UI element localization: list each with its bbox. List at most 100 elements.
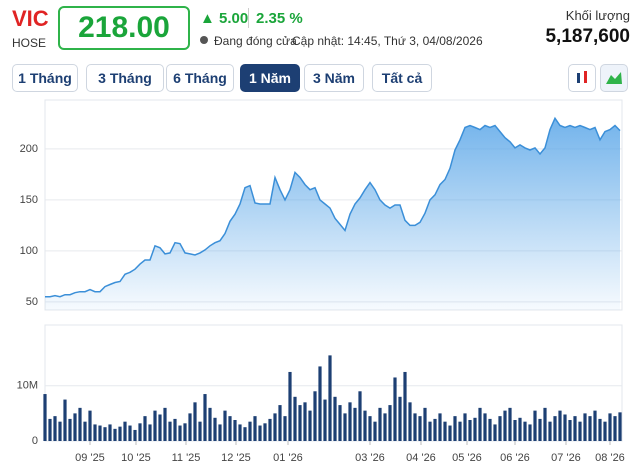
volume-bar bbox=[548, 421, 552, 441]
volume-label: Khối lượng bbox=[565, 8, 630, 23]
symbol: VIC bbox=[12, 6, 49, 31]
volume-bar bbox=[98, 425, 102, 441]
volume-bar bbox=[473, 417, 477, 441]
volume-bar bbox=[138, 423, 142, 441]
volume-bar bbox=[233, 420, 237, 441]
volume-bar bbox=[438, 413, 442, 441]
volume-bar bbox=[263, 423, 267, 441]
exchange: HOSE bbox=[12, 36, 47, 50]
volume-bar bbox=[408, 402, 412, 441]
change-pct: 2.35 % bbox=[256, 10, 303, 27]
status-dot bbox=[200, 36, 208, 44]
y-tick-label: 150 bbox=[20, 194, 38, 206]
range-button[interactable]: 1 Năm bbox=[240, 64, 300, 92]
volume-bar bbox=[398, 396, 402, 441]
volume-bar bbox=[493, 424, 497, 441]
x-tick-label: 04 '26 bbox=[406, 452, 436, 464]
volume-bar bbox=[288, 371, 292, 441]
status: Đang đóng cửa bbox=[214, 34, 297, 48]
volume-bar bbox=[328, 355, 332, 441]
y-tick-label: 10M bbox=[17, 380, 38, 392]
volume-bar bbox=[298, 405, 302, 441]
volume-bar bbox=[278, 405, 282, 441]
volume-bar bbox=[583, 413, 587, 441]
volume-bar bbox=[318, 366, 322, 441]
volume-bar bbox=[208, 407, 212, 441]
volume-bar bbox=[538, 418, 542, 441]
volume-bar bbox=[443, 421, 447, 441]
x-tick-label: 05 '26 bbox=[452, 452, 482, 464]
volume-bar bbox=[458, 421, 462, 441]
volume-bar bbox=[578, 421, 582, 441]
x-tick-label: 03 '26 bbox=[355, 452, 385, 464]
x-tick-label: 07 '26 bbox=[551, 452, 581, 464]
range-button[interactable]: 6 Tháng bbox=[166, 64, 234, 92]
volume-bar bbox=[378, 407, 382, 441]
change: ▲ 5.00 bbox=[200, 10, 249, 27]
volume-bar bbox=[388, 405, 392, 441]
volume-bar bbox=[78, 407, 82, 441]
volume-bar bbox=[513, 420, 517, 441]
volume-bar bbox=[63, 399, 67, 441]
volume-bar bbox=[453, 416, 457, 441]
volume-bar bbox=[428, 421, 432, 441]
volume-bar bbox=[293, 396, 297, 441]
volume-bar bbox=[193, 402, 197, 441]
volume-bar bbox=[553, 416, 557, 441]
y-tick-label: 100 bbox=[20, 245, 38, 257]
volume-bar bbox=[518, 417, 522, 441]
volume-bar bbox=[163, 407, 167, 441]
volume-bar bbox=[588, 416, 592, 441]
volume-bar bbox=[478, 407, 482, 441]
x-tick-label: 10 '25 bbox=[121, 452, 151, 464]
volume-bar bbox=[43, 394, 47, 441]
volume-bar bbox=[73, 413, 77, 441]
volume-bar bbox=[308, 410, 312, 441]
volume-bar bbox=[418, 416, 422, 441]
volume-bar bbox=[243, 427, 247, 441]
volume-bar bbox=[218, 424, 222, 441]
candle-toggle[interactable] bbox=[568, 64, 596, 92]
volume-bar bbox=[358, 391, 362, 441]
volume-bar bbox=[188, 413, 192, 441]
volume-bar bbox=[368, 416, 372, 441]
volume-bar bbox=[143, 416, 147, 441]
volume-bar bbox=[423, 407, 427, 441]
change-value: 5.00 bbox=[219, 10, 249, 27]
x-tick-label: 06 '26 bbox=[500, 452, 530, 464]
range-button[interactable]: 1 Tháng bbox=[12, 64, 78, 92]
volume-bar bbox=[338, 405, 342, 441]
range-button[interactable]: 3 Năm bbox=[304, 64, 364, 92]
volume-bar bbox=[488, 418, 492, 441]
volume-bar bbox=[323, 399, 327, 441]
volume-bar bbox=[528, 424, 532, 441]
volume-bar bbox=[118, 426, 122, 441]
volume-bar bbox=[248, 421, 252, 441]
x-tick-label: 09 '25 bbox=[75, 452, 105, 464]
area-toggle[interactable] bbox=[600, 64, 628, 92]
volume-bar bbox=[558, 410, 562, 441]
volume-bar bbox=[103, 427, 107, 441]
volume-bar bbox=[568, 420, 572, 441]
volume-bar bbox=[198, 421, 202, 441]
x-tick-label: 01 '26 bbox=[273, 452, 303, 464]
volume-bar bbox=[393, 377, 397, 441]
volume-bar bbox=[403, 371, 407, 441]
volume-bar bbox=[168, 421, 172, 441]
volume-bar bbox=[573, 416, 577, 441]
volume-bar bbox=[268, 418, 272, 441]
volume-bar bbox=[128, 425, 132, 441]
volume-bar bbox=[363, 410, 367, 441]
range-button[interactable]: 3 Tháng bbox=[86, 64, 164, 92]
updated: Cập nhật: 14:45, Thứ 3, 04/08/2026 bbox=[292, 34, 483, 48]
volume-bar bbox=[603, 421, 607, 441]
divider bbox=[248, 8, 249, 28]
volume-bar bbox=[48, 418, 52, 441]
volume-bar bbox=[93, 424, 97, 441]
volume-bar bbox=[283, 416, 287, 441]
range-button[interactable]: Tất cả bbox=[372, 64, 432, 92]
volume-bar bbox=[88, 410, 92, 441]
price: 218.00 bbox=[58, 6, 190, 50]
